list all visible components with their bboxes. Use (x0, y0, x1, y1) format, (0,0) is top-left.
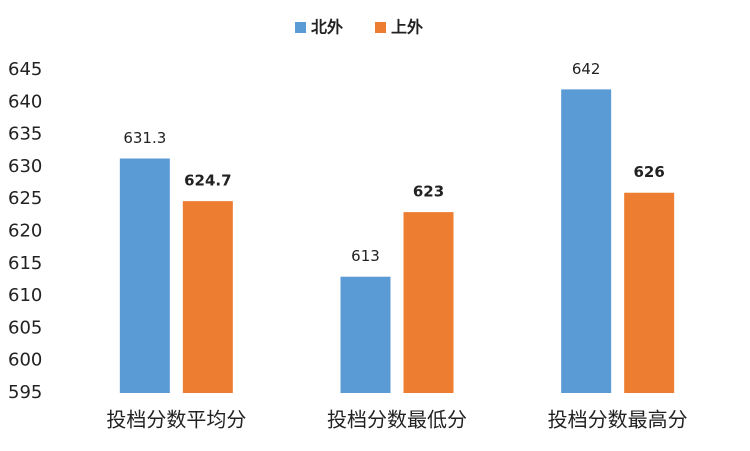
legend-swatch (375, 22, 386, 33)
value-label: 623 (413, 183, 444, 201)
value-label: 626 (634, 163, 665, 181)
bar (119, 158, 170, 393)
y-tick-label: 645 (8, 59, 42, 80)
x-tick-label: 投档分数平均分 (106, 408, 246, 432)
y-tick-label: 630 (8, 156, 42, 177)
y-tick-label: 640 (8, 91, 42, 112)
y-tick-label: 615 (8, 253, 42, 274)
y-tick-label: 605 (8, 317, 42, 338)
bar (561, 89, 612, 393)
y-tick-label: 610 (8, 285, 42, 306)
bar (340, 276, 391, 393)
y-tick-label: 620 (8, 221, 42, 242)
value-label: 631.3 (123, 129, 166, 147)
y-tick-label: 635 (8, 124, 42, 145)
bar (624, 192, 675, 393)
legend-label: 上外 (391, 18, 423, 37)
bar (182, 201, 233, 393)
value-label: 624.7 (184, 172, 231, 190)
legend-swatch (295, 22, 306, 33)
value-label: 613 (351, 247, 380, 265)
bar (403, 212, 454, 393)
x-tick-label: 投档分数最高分 (548, 408, 688, 432)
y-tick-label: 595 (8, 382, 42, 403)
legend-label: 北外 (311, 18, 343, 37)
y-tick-label: 600 (8, 350, 42, 371)
x-tick-label: 投档分数最低分 (327, 408, 467, 432)
y-tick-label: 625 (8, 188, 42, 209)
value-label: 642 (572, 60, 601, 78)
